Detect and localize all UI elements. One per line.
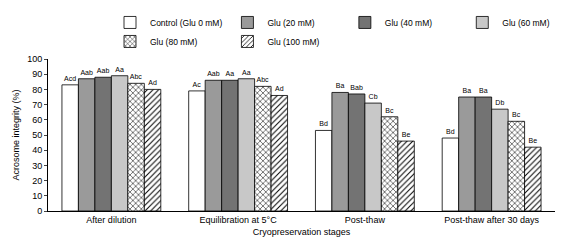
svg-text:Glu (100 mM): Glu (100 mM) bbox=[267, 37, 319, 47]
svg-text:0: 0 bbox=[37, 206, 42, 216]
svg-text:Bd: Bd bbox=[319, 120, 328, 127]
svg-text:Bab: Bab bbox=[350, 84, 363, 91]
svg-text:Cb: Cb bbox=[369, 93, 378, 100]
svg-text:Aab: Aab bbox=[97, 67, 110, 74]
svg-text:Aa: Aa bbox=[115, 66, 124, 73]
svg-text:100: 100 bbox=[27, 54, 42, 64]
svg-text:20: 20 bbox=[32, 176, 42, 186]
svg-text:Abc: Abc bbox=[257, 76, 270, 83]
svg-text:Post-thaw: Post-thaw bbox=[345, 215, 386, 225]
svg-text:Aa: Aa bbox=[226, 70, 235, 77]
svg-text:30: 30 bbox=[32, 161, 42, 171]
svg-text:Glu (60 mM): Glu (60 mM) bbox=[502, 18, 549, 28]
svg-text:Bc: Bc bbox=[385, 107, 394, 114]
svg-text:Ba: Ba bbox=[463, 87, 472, 94]
svg-text:10: 10 bbox=[32, 191, 42, 201]
svg-text:Abc: Abc bbox=[130, 73, 143, 80]
svg-text:Bc: Bc bbox=[512, 111, 521, 118]
svg-text:Ba: Ba bbox=[479, 87, 488, 94]
svg-text:70: 70 bbox=[32, 100, 42, 110]
svg-text:Glu (40 mM): Glu (40 mM) bbox=[385, 18, 432, 28]
svg-text:Ad: Ad bbox=[275, 85, 284, 92]
svg-text:Ba: Ba bbox=[336, 82, 345, 89]
svg-text:Be: Be bbox=[528, 137, 537, 144]
svg-text:Glu (80 mM): Glu (80 mM) bbox=[150, 37, 197, 47]
svg-text:50: 50 bbox=[32, 130, 42, 140]
svg-text:After dilution: After dilution bbox=[86, 215, 136, 225]
svg-text:Control (Glu 0 mM): Control (Glu 0 mM) bbox=[150, 18, 222, 28]
svg-text:Aab: Aab bbox=[80, 69, 93, 76]
svg-text:Acd: Acd bbox=[64, 75, 76, 82]
svg-text:Post-thaw after 30 days: Post-thaw after 30 days bbox=[444, 215, 539, 225]
svg-text:Ac: Ac bbox=[193, 81, 202, 88]
svg-text:Equilibration at 5°C: Equilibration at 5°C bbox=[200, 215, 278, 225]
svg-text:Ad: Ad bbox=[148, 79, 157, 86]
svg-text:Be: Be bbox=[402, 131, 411, 138]
svg-text:60: 60 bbox=[32, 115, 42, 125]
svg-text:Glu (20 mM): Glu (20 mM) bbox=[267, 18, 314, 28]
svg-text:Aa: Aa bbox=[242, 69, 251, 76]
svg-text:Db: Db bbox=[495, 99, 504, 106]
svg-text:80: 80 bbox=[32, 85, 42, 95]
svg-text:Bd: Bd bbox=[446, 128, 455, 135]
svg-text:Cryopreservation stages: Cryopreservation stages bbox=[253, 227, 351, 237]
svg-text:90: 90 bbox=[32, 69, 42, 79]
svg-text:Acrosome integrity (%): Acrosome integrity (%) bbox=[11, 89, 21, 180]
svg-text:Aab: Aab bbox=[207, 70, 220, 77]
svg-text:40: 40 bbox=[32, 145, 42, 155]
